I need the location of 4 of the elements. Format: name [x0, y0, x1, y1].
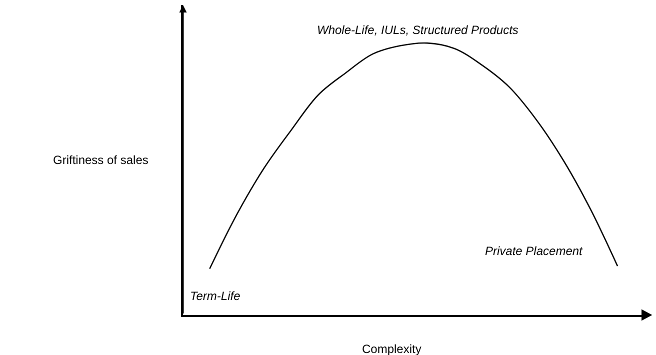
y-axis-title: Griftiness of sales [53, 153, 148, 167]
annotation: Private Placement [485, 244, 584, 258]
text: Whole-Life, IULs, Structured Products [317, 23, 518, 37]
annotation: Term-Life [190, 289, 241, 303]
